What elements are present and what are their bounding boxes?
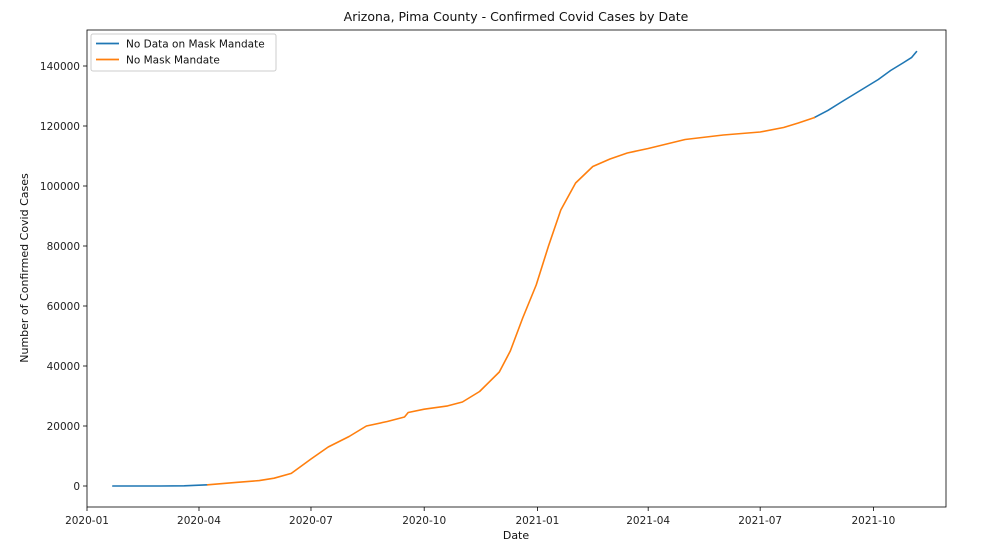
y-tick-label: 20000: [47, 421, 80, 433]
x-tick-label: 2020-07: [289, 515, 333, 527]
x-tick-label: 2020-01: [65, 515, 109, 527]
x-tick-label: 2021-10: [851, 515, 895, 527]
y-tick-label: 140000: [40, 61, 80, 73]
y-axis-ticks: 0 20000 40000 60000 80000 100000 120000 140000: [40, 61, 87, 493]
y-tick-label: 60000: [47, 301, 80, 313]
y-axis-label: Number of Confirmed Covid Cases: [18, 173, 31, 363]
x-tick-label: 2020-10: [402, 515, 446, 527]
y-tick-label: 100000: [40, 181, 80, 193]
legend-label-no-mask: No Mask Mandate: [126, 55, 220, 67]
chart-title: Arizona, Pima County - Confirmed Covid C…: [344, 9, 689, 24]
x-axis-label: Date: [503, 529, 530, 542]
y-tick-label: 40000: [47, 361, 80, 373]
x-tick-label: 2021-01: [515, 515, 559, 527]
series-lines: [112, 50, 918, 487]
legend-box: [90, 33, 277, 72]
series-line-no-data-mask-mandate: [112, 483, 209, 487]
x-axis-ticks: 2020-01 2020-04 2020-07 2020-10 2021-01 2021-…: [65, 507, 895, 527]
y-tick-label: 120000: [40, 121, 80, 133]
legend: No Data on Mask Mandate No Mask Mandate: [90, 33, 277, 72]
plot-area-frame: [86, 29, 947, 508]
legend-label-no-data: No Data on Mask Mandate: [126, 39, 265, 51]
x-tick-label: 2020-04: [177, 515, 221, 527]
x-tick-label: 2021-04: [626, 515, 670, 527]
series-line-no-mask-mandate: [206, 116, 816, 486]
x-tick-label: 2021-07: [738, 515, 782, 527]
series-line-no-data-mask-mandate: [813, 50, 918, 119]
y-tick-label: 0: [73, 481, 80, 493]
y-tick-label: 80000: [47, 241, 80, 253]
